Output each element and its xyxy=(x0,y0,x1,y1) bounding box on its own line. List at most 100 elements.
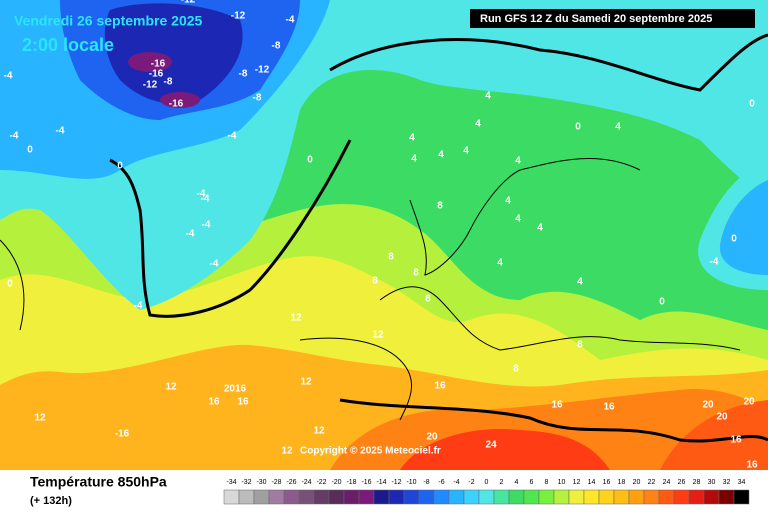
legend-swatch xyxy=(658,489,675,505)
legend-label: -28 xyxy=(271,479,281,486)
legend-label: -18 xyxy=(346,479,356,486)
contour-label: 4 xyxy=(485,91,491,102)
contour-label: 16 xyxy=(434,381,446,392)
legend-label: 24 xyxy=(663,479,671,486)
contours xyxy=(109,33,768,443)
legend-swatch xyxy=(403,489,420,505)
legend-label: -10 xyxy=(406,479,416,486)
local-time: 2:00 locale xyxy=(22,35,114,55)
copyright: Copyright © 2025 Meteociel.fr xyxy=(300,446,441,457)
legend-swatch xyxy=(283,489,300,505)
legend-swatch xyxy=(583,489,600,505)
contour-label: 16 xyxy=(237,397,249,408)
legend-swatch xyxy=(298,489,315,505)
contour-label: -16 xyxy=(151,59,166,70)
legend-label: 34 xyxy=(738,479,746,486)
legend-swatch xyxy=(448,489,465,505)
legend-label: -16 xyxy=(361,479,371,486)
legend-swatch xyxy=(343,489,360,505)
temperature-field xyxy=(0,0,768,470)
legend-label: -34 xyxy=(226,479,236,486)
contour-label: 12 xyxy=(313,426,325,437)
contour-label: -4 xyxy=(286,15,295,26)
contour-label: -16 xyxy=(115,429,130,440)
contour-label: 8 xyxy=(577,340,583,351)
contour-label: -4 xyxy=(201,194,210,205)
contour-label: 12 xyxy=(300,377,312,388)
contour-label: -4 xyxy=(202,220,211,231)
contour-label: 0 xyxy=(117,161,123,172)
legend-label: -24 xyxy=(301,479,311,486)
legend-swatch xyxy=(493,489,510,505)
contour-label: 20 xyxy=(702,400,714,411)
legend-swatch xyxy=(673,489,690,505)
legend-swatch xyxy=(613,489,630,505)
legend-label: 22 xyxy=(648,479,656,486)
legend-swatch xyxy=(268,489,285,505)
legend-swatch xyxy=(463,489,480,505)
contour-label: 12 xyxy=(165,382,177,393)
legend-swatch xyxy=(598,489,615,505)
contour-label: -8 xyxy=(239,69,248,80)
contour-label: 8 xyxy=(388,252,394,263)
contour-label: 2016 xyxy=(224,384,247,395)
contour-label: -4 xyxy=(710,257,719,268)
legend-label: -26 xyxy=(286,479,296,486)
legend-swatch xyxy=(568,489,585,505)
contour-label: 4 xyxy=(411,154,417,165)
contour-label: -4 xyxy=(4,71,13,82)
legend-swatch xyxy=(718,489,735,505)
contour-label: 20 xyxy=(426,432,438,443)
legend-label: 2 xyxy=(500,479,504,486)
contour-label: 0 xyxy=(7,279,13,290)
legend-label: 16 xyxy=(603,479,611,486)
contour-label: 4 xyxy=(505,196,511,207)
contour-label: 12 xyxy=(372,330,384,341)
run-info: Run GFS 12 Z du Samedi 20 septembre 2025 xyxy=(480,13,712,25)
contour-label: 12 xyxy=(290,313,302,324)
contour-label: 0 xyxy=(659,297,665,308)
contour-label: 4 xyxy=(463,146,469,157)
legend-swatch xyxy=(478,489,495,505)
legend-label: 10 xyxy=(558,479,566,486)
contour-label: 24 xyxy=(485,440,497,451)
legend-label: -30 xyxy=(256,479,266,486)
legend-swatch xyxy=(373,489,390,505)
legend-label: 4 xyxy=(515,479,519,486)
legend-label: -14 xyxy=(376,479,386,486)
contour-label: 8 xyxy=(513,364,519,375)
legend-label: -12 xyxy=(391,479,401,486)
contour-label: -8 xyxy=(272,41,281,52)
contour-label: 20 xyxy=(716,412,728,423)
legend-swatch xyxy=(628,489,645,505)
contour-label: 4 xyxy=(615,122,621,133)
legend-label: -22 xyxy=(316,479,326,486)
chart-title: Température 850hPa xyxy=(30,474,167,490)
contour-label: -8 xyxy=(164,77,173,88)
contour-label: 4 xyxy=(475,119,481,130)
legend-swatch xyxy=(238,489,255,505)
legend-swatch xyxy=(733,489,750,505)
contour-label: 4 xyxy=(497,258,503,269)
legend-label: 20 xyxy=(633,479,641,486)
legend-label: -4 xyxy=(453,479,459,486)
contour-label: 20 xyxy=(743,397,755,408)
legend-swatch xyxy=(538,489,555,505)
contour-label: 8 xyxy=(437,201,443,212)
legend-label: -2 xyxy=(468,479,474,486)
contour-label: 16 xyxy=(730,435,742,446)
contour-label: -4 xyxy=(228,131,237,142)
contour-label: 16 xyxy=(208,397,220,408)
legend-swatch xyxy=(433,489,450,505)
contour-label: 0 xyxy=(731,234,737,245)
legend-label: -20 xyxy=(331,479,341,486)
legend-label: 32 xyxy=(723,479,731,486)
legend-swatch xyxy=(388,489,405,505)
contour-label: 4 xyxy=(515,214,521,225)
contour-label: -4 xyxy=(10,131,19,142)
legend-label: 26 xyxy=(678,479,686,486)
contour-label: 0 xyxy=(27,145,33,156)
contour-label: 16 xyxy=(551,400,563,411)
contour-label: -4 xyxy=(186,229,195,240)
